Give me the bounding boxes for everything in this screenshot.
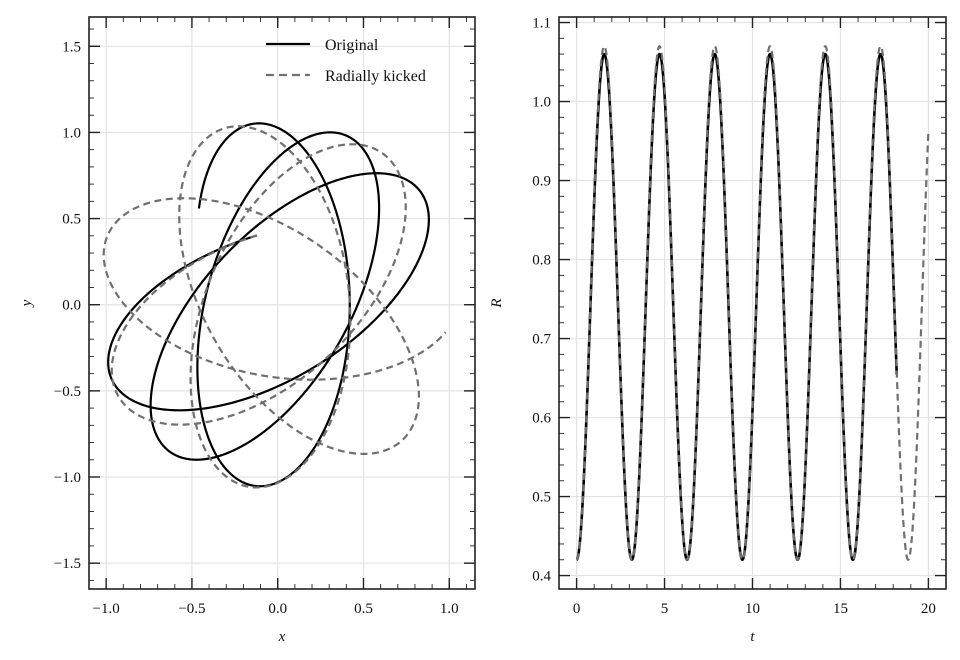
y-tick-label: 0.7 <box>532 332 551 348</box>
x-tick-label: −0.5 <box>178 601 205 617</box>
kicked-radius-line <box>575 45 930 561</box>
y-tick-label: 0.8 <box>532 253 551 269</box>
x-tick-label: 10 <box>745 601 760 617</box>
kicked-orbit-line <box>102 125 447 489</box>
y-tick-label: 0.6 <box>532 411 551 427</box>
y-tick-label: 1.0 <box>532 95 551 111</box>
original-orbit-line <box>107 122 430 488</box>
original-radius-line <box>575 52 899 562</box>
x-axis-label: t <box>750 629 755 645</box>
x-tick-label: 15 <box>833 601 848 617</box>
y-tick-label: 0.4 <box>532 569 551 585</box>
orbit-plot-panel: −1.0 −0.5 0.0 0.5 1.0 −1.5 −1.0 −0.5 0.0 0.5 1.0 1.… <box>19 16 476 645</box>
legend-label: Original <box>325 37 379 54</box>
y-axis-label: y <box>19 299 35 308</box>
y-tick-label: 1.0 <box>62 125 81 141</box>
legend-label: Radially kicked <box>325 68 426 85</box>
y-tick-label: 1.5 <box>62 39 81 55</box>
y-tick-label: 1.1 <box>532 16 551 32</box>
y-tick-label: 0.5 <box>532 490 551 506</box>
x-tick-label: 1.0 <box>440 601 459 617</box>
y-axis-label: R <box>489 298 505 308</box>
legend: Original Radially kicked <box>266 37 426 85</box>
y-tick-label: −1.5 <box>54 556 81 572</box>
x-tick-label: 5 <box>661 601 669 617</box>
y-tick-label: 0.9 <box>532 174 551 190</box>
x-tick-label: 20 <box>921 601 936 617</box>
y-tick-label: 0.5 <box>62 212 81 228</box>
x-tick-label: 0 <box>573 601 581 617</box>
x-tick-label: −1.0 <box>93 601 120 617</box>
x-tick-label: 0.5 <box>354 601 373 617</box>
y-tick-label: −1.0 <box>54 470 81 486</box>
axes-frame <box>88 16 476 590</box>
radius-vs-time-panel: 0 5 10 15 20 0.4 0.5 0.6 0.7 0.8 0.9 1.0 1.1 t R <box>489 16 947 645</box>
y-tick-label: −0.5 <box>54 384 81 400</box>
x-tick-label: 0.0 <box>268 601 287 617</box>
x-axis-label: x <box>278 629 286 645</box>
y-tick-label: 0.0 <box>62 298 81 314</box>
